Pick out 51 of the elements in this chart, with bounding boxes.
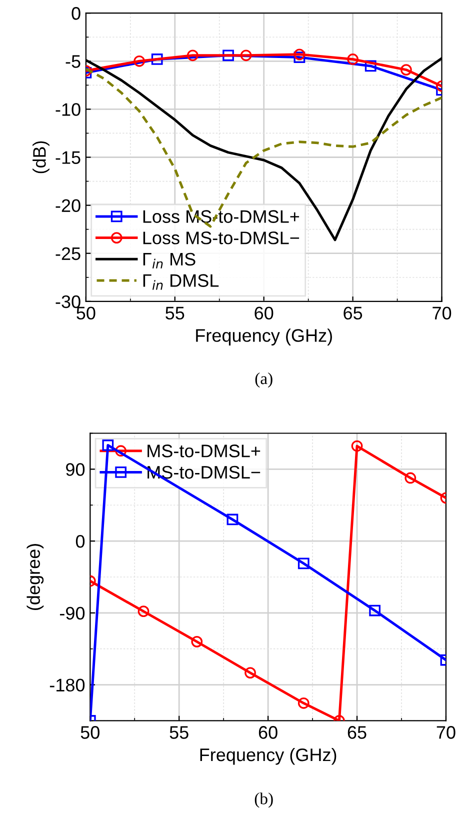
x-axis-title: Frequency (GHz) [200, 748, 336, 765]
y-tick-label: -15 [56, 151, 80, 164]
point [298, 558, 310, 570]
x-axis-title: Frequency (GHz) [196, 328, 332, 346]
text: (b) [254, 792, 273, 808]
y-tick-label: -5 [66, 55, 80, 68]
point [191, 636, 203, 648]
x-tick-label: 70 [432, 306, 452, 320]
x-tick-label: 55 [166, 306, 184, 320]
point [244, 667, 256, 679]
point [400, 64, 412, 76]
y-tick-label: -25 [56, 247, 80, 260]
x-tick-label: 70 [436, 726, 456, 739]
point [369, 604, 381, 616]
y-axis-title: (dB) [32, 141, 50, 174]
point [186, 50, 198, 62]
y-tick-label: -90 [60, 606, 85, 620]
x-tick-label: 65 [344, 306, 362, 320]
point [226, 514, 238, 526]
point [298, 697, 310, 709]
point [364, 60, 376, 72]
legend-label: Γ$_{in}$ MS [143, 252, 196, 268]
legend-label: Γ$_{in}$ DMSL [143, 274, 219, 290]
point [138, 606, 150, 618]
y-tick-label: 0 [72, 7, 80, 20]
point [102, 440, 114, 451]
x-tick-label: 55 [170, 726, 188, 739]
y-tick-label: 90 [66, 463, 85, 476]
point [294, 52, 306, 64]
x-tick-label: 50 [80, 726, 100, 739]
legend-label: MS-to-DMSL+ [148, 444, 260, 458]
point [404, 472, 416, 484]
y-tick-label: 0 [76, 534, 85, 548]
y-axis-title: (degree) [26, 544, 44, 610]
point [222, 50, 234, 62]
y-tick-label: -180 [50, 678, 85, 692]
point [347, 54, 359, 65]
x-tick-label: 60 [254, 306, 274, 320]
x-tick-label: 60 [258, 726, 278, 739]
point [134, 55, 145, 67]
x-tick-label: 50 [76, 306, 96, 320]
point [294, 48, 306, 60]
legend-label: Loss MS-to-DMSL− [143, 232, 300, 244]
text: (a) [255, 372, 272, 388]
x-tick-label: 65 [348, 726, 366, 739]
y-tick-label: -10 [56, 103, 80, 116]
y-tick-label: -20 [56, 199, 80, 212]
point [240, 50, 252, 62]
point [351, 440, 363, 452]
y-tick-label: -30 [56, 295, 80, 308]
point [151, 54, 163, 65]
